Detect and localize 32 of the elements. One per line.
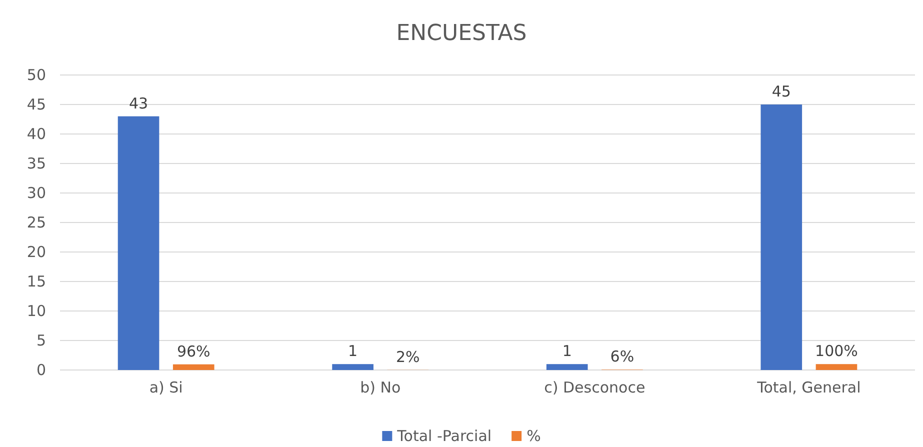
x-tick-label: b) No <box>360 378 401 397</box>
y-tick-label: 50 <box>26 66 46 84</box>
legend-label: % <box>526 427 541 445</box>
y-tick-label: 10 <box>26 302 46 320</box>
data-label: 43 <box>128 94 148 112</box>
data-label: 1 <box>562 342 572 360</box>
y-tick-label: 25 <box>26 213 46 232</box>
bar <box>332 364 374 370</box>
y-tick-label: 15 <box>26 272 46 290</box>
bar <box>816 364 858 370</box>
bar <box>118 116 160 370</box>
data-label: 45 <box>772 82 791 100</box>
chart-title: ENCUESTAS <box>396 21 527 46</box>
bar <box>172 364 214 370</box>
y-tick-label: 45 <box>26 95 46 114</box>
y-tick-label: 5 <box>36 331 46 350</box>
x-tick-label: c) Desconoce <box>544 378 646 397</box>
data-label: 96% <box>176 342 210 360</box>
x-tick-label: a) Si <box>149 378 183 397</box>
bar <box>760 104 802 370</box>
y-tick-label: 0 <box>36 360 46 379</box>
y-tick-label: 40 <box>26 124 46 143</box>
legend-label: Total -Parcial <box>396 427 492 445</box>
y-tick-label: 30 <box>26 184 46 202</box>
x-tick-label: Total, General <box>756 378 861 397</box>
data-label: 1 <box>348 342 358 360</box>
data-label: 100% <box>815 342 858 360</box>
y-tick-label: 20 <box>26 242 46 261</box>
data-label: 6% <box>610 348 634 366</box>
bar <box>546 364 588 370</box>
data-label: 2% <box>396 348 420 366</box>
y-tick-label: 35 <box>26 154 46 172</box>
